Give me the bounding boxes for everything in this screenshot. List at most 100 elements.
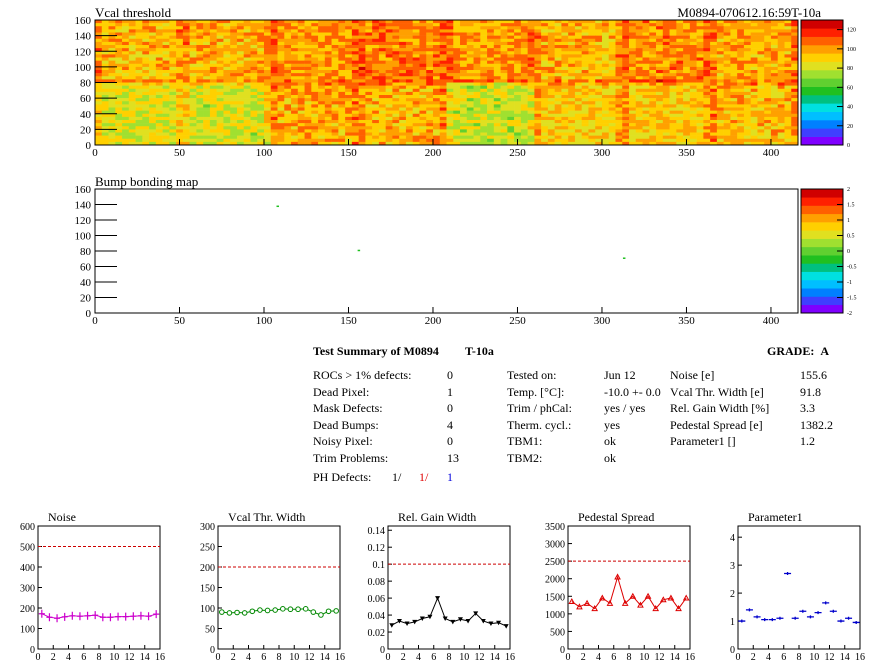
map1-cell [676,132,684,136]
map1-cell [230,82,238,86]
summary-right-label: Noise [e] [670,368,715,382]
map1-cell [304,60,312,65]
map1-cell [270,129,278,133]
map1-cell [270,57,278,61]
map1-cell [615,66,623,71]
map1-cell [757,54,765,58]
map1-cell [270,138,278,143]
map1-cell [764,79,772,83]
map1-cell [770,32,779,36]
map1-cell [318,120,326,124]
map1-cell [209,104,217,108]
map1-cell [568,41,576,46]
map1-cell [263,82,272,86]
map1-cell [182,48,190,52]
map1-cell [541,138,549,143]
map1-cell [466,82,474,86]
map1-cell [642,45,650,49]
map1-cell [169,126,177,130]
map1-cell [142,66,150,71]
map1-cell [432,113,441,118]
map1-cell [230,32,238,36]
map1-cell [365,95,373,99]
map1-cell [784,57,792,61]
map1-cell [784,85,792,90]
map1-cell [649,85,657,90]
map1-cell [439,60,447,65]
map1-cell [723,76,731,80]
map1-cell [385,85,393,90]
map1-cell [527,88,535,93]
map1-cell [480,110,488,115]
map1-cell [615,95,623,99]
gain-width-data-point [473,611,479,616]
map1-cell [574,138,582,143]
map1-cell [297,126,305,130]
map1-cell [277,141,285,146]
map1-cell [95,110,103,115]
map1-cell [311,23,319,27]
map1-cell [196,41,204,46]
map1-cell [419,70,427,74]
map1-cell [581,29,589,33]
map1-cell [710,45,718,49]
map1-cell [770,123,779,127]
map1-cell [432,104,441,108]
map1-cell [250,57,258,61]
map1-cell [324,73,332,77]
map1-cell [236,63,245,68]
map1-cell [399,135,407,140]
parameter1-y-tick-label: 1 [730,617,735,628]
map1-cell [703,20,711,24]
map1-cell [115,66,123,71]
map1-cell [196,51,204,55]
map1-cell [622,107,630,111]
map1-cell [777,110,785,115]
map1-cell [270,91,278,96]
map1-cell [493,123,501,127]
map1-cell [236,38,245,43]
map1-cell [784,48,792,52]
map1-cell [777,41,785,46]
map1-cell [122,41,130,46]
map1-cell [541,73,549,77]
map1-cell [101,41,109,46]
map1-cell [365,79,373,83]
map1-cell [385,51,393,55]
map1-cell [716,70,724,74]
map1-cell [135,110,143,115]
vcal-width-data-point [333,608,339,614]
map1-cell [223,63,231,68]
map1-cell [412,54,420,58]
map1-cell [588,113,596,118]
map1-cell [649,138,657,143]
map1-cell [547,129,555,133]
map1-cell [547,26,555,30]
map1-cell [710,138,718,143]
map1-cell [331,48,339,52]
map1-cell [432,23,441,27]
map1-cell [730,79,738,83]
map1-cell [182,54,190,58]
map1-cell [365,91,373,96]
map1-cell [108,41,116,46]
map1-cell [311,26,319,30]
map1-cell [568,29,576,33]
map1-cell [291,63,299,68]
map1-cell [629,48,637,52]
map1-cell [149,63,157,68]
map1-cell [561,23,569,27]
map1-cell [561,126,569,130]
map1-cell [203,138,211,143]
map1-cell [169,63,177,68]
map1-cell [480,32,488,36]
map1-cell [453,110,461,115]
map1-cell [209,129,217,133]
map1-cell [750,29,758,33]
map1-cell [304,135,312,140]
map1-cell [169,82,177,86]
map1-cell [784,91,792,96]
map1-cell [291,38,299,43]
map1-cell [149,123,157,127]
map1-cell [189,38,197,43]
